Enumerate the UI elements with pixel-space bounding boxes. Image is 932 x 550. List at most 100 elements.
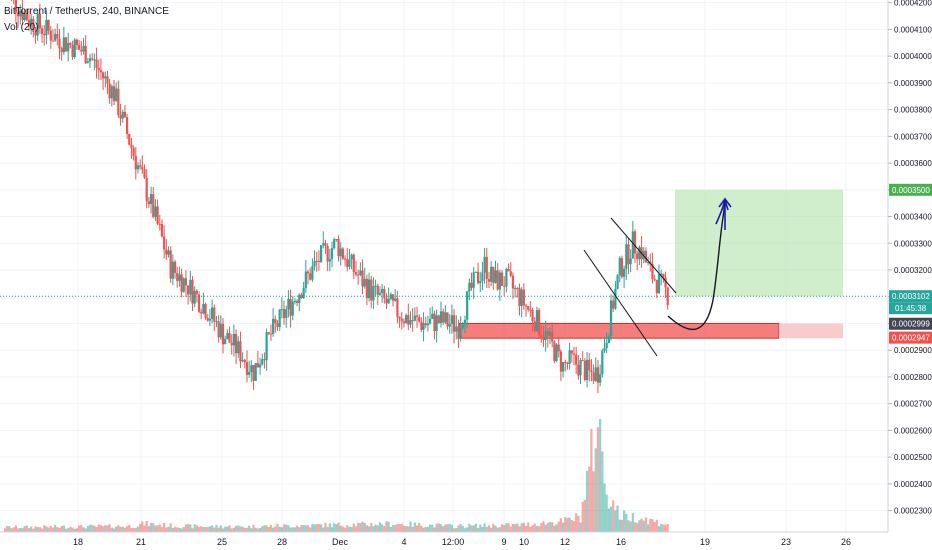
candle-body xyxy=(300,294,303,299)
chart-annotations-front[interactable] xyxy=(0,197,888,357)
volume-bar xyxy=(200,526,203,532)
price-tick-label[interactable]: 0.0003400 xyxy=(894,213,932,222)
candle-body xyxy=(612,300,615,309)
candle-body xyxy=(182,278,185,292)
time-tick-label[interactable]: 23 xyxy=(781,537,791,547)
volume-bar xyxy=(191,528,194,532)
time-tick-label[interactable]: 16 xyxy=(616,537,626,547)
candle-body xyxy=(638,247,641,260)
candle-body xyxy=(139,165,142,167)
candle-body xyxy=(95,59,98,68)
volume-bar xyxy=(254,527,257,532)
volume-bar xyxy=(385,521,388,532)
candle-body xyxy=(363,278,366,287)
price-tick-label[interactable]: 0.0003800 xyxy=(894,106,932,115)
price-tick-label[interactable]: 0.0002600 xyxy=(894,426,932,435)
time-tick-label[interactable]: 21 xyxy=(136,537,146,547)
time-tick-label[interactable]: 26 xyxy=(841,537,851,547)
volume-bar xyxy=(165,527,168,532)
candle-body xyxy=(614,288,617,309)
volume-bar xyxy=(640,518,643,532)
volume-bar xyxy=(25,525,28,532)
volume-bar xyxy=(106,525,109,532)
volume-bar xyxy=(149,522,153,532)
time-tick-label[interactable]: 9 xyxy=(501,537,506,547)
stop-price-label[interactable]: 0.0002947 xyxy=(892,334,930,343)
volume-bar xyxy=(398,524,401,532)
volume-bar xyxy=(269,524,273,532)
volume-bar xyxy=(293,527,297,532)
price-tick-label[interactable]: 0.0002300 xyxy=(894,507,932,516)
candle-body xyxy=(415,315,419,317)
time-tick-label[interactable]: 4 xyxy=(401,537,406,547)
price-tick-label[interactable]: 0.0002400 xyxy=(894,480,932,489)
price-tick-label[interactable]: 0.0003300 xyxy=(894,239,932,248)
volume-bar xyxy=(564,517,567,532)
time-axis[interactable]: 18 21 25 28 Dec 4 12:00 9 10 12 16 19 23 26 xyxy=(0,531,888,547)
candle-body xyxy=(564,362,567,364)
projected-path-curve[interactable] xyxy=(667,204,726,331)
target-price-label[interactable]: 0.0003500 xyxy=(892,186,930,195)
volume-indicator-label[interactable]: Vol (20) xyxy=(4,22,39,33)
volume-bar xyxy=(75,528,79,532)
current-price-label[interactable]: 0.0003102 xyxy=(892,292,930,301)
candle-body xyxy=(588,359,591,371)
volume-bar xyxy=(112,528,116,532)
time-tick-label[interactable]: 12:00 xyxy=(442,537,465,547)
price-tick-label[interactable]: 0.0004000 xyxy=(894,52,932,61)
price-tick-label[interactable]: 0.0003700 xyxy=(894,132,932,141)
channel-upper-line[interactable] xyxy=(610,217,677,294)
candle-body xyxy=(130,144,133,149)
volume-bar xyxy=(437,523,440,532)
time-tick-label[interactable]: 18 xyxy=(73,537,83,547)
candle-body xyxy=(232,334,235,346)
candle-body xyxy=(91,58,94,60)
price-axis[interactable]: 0.0004200 0.0004100 0.0004000 0.0003900 0.00… xyxy=(887,0,932,550)
price-tick-label[interactable]: 0.0003900 xyxy=(894,79,932,88)
candle-body xyxy=(313,260,316,267)
volume-bar xyxy=(468,523,471,532)
entry-price-label[interactable]: 0.0002999 xyxy=(892,320,930,329)
volume-bar xyxy=(154,525,157,532)
candle-body xyxy=(180,274,183,292)
volume-bar xyxy=(418,522,421,532)
time-tick-label[interactable]: 28 xyxy=(277,537,287,547)
symbol-title[interactable]: BitTorrent / TetherUS, 240, BINANCE xyxy=(4,6,169,17)
candle-body xyxy=(21,11,24,20)
price-tick-label[interactable]: 0.0004200 xyxy=(894,0,932,8)
volume-bar xyxy=(163,522,166,532)
time-tick-label[interactable]: 25 xyxy=(217,537,227,547)
candle-body xyxy=(509,271,512,276)
price-tick-label[interactable]: 0.0002900 xyxy=(894,346,932,355)
volume-bar xyxy=(516,523,519,532)
volume-bar xyxy=(78,525,81,532)
volume-bar xyxy=(34,526,37,532)
countdown-label[interactable]: 01:45:38 xyxy=(895,304,927,313)
price-tick-label[interactable]: 0.0002500 xyxy=(894,453,932,462)
volume-bar xyxy=(176,527,179,532)
candle-body xyxy=(200,311,203,314)
volume-bar xyxy=(503,524,506,532)
candle-body xyxy=(156,206,159,224)
candle-body xyxy=(173,261,177,273)
time-tick-label[interactable]: 12 xyxy=(560,537,570,547)
price-tick-label[interactable]: 0.0003200 xyxy=(894,266,932,275)
price-tick-label[interactable]: 0.0003600 xyxy=(894,159,932,168)
price-tick-label[interactable]: 0.0002800 xyxy=(894,373,932,382)
time-tick-label[interactable]: Dec xyxy=(332,537,349,547)
candle-body xyxy=(67,42,70,52)
time-tick-label[interactable]: 19 xyxy=(700,537,710,547)
price-tick-label[interactable]: 0.0002700 xyxy=(894,400,932,409)
volume-bar xyxy=(23,526,26,532)
price-tick-label[interactable]: 0.0004100 xyxy=(894,25,932,34)
projected-path-arrow[interactable] xyxy=(715,199,726,225)
candle-body xyxy=(496,270,499,290)
time-tick-label[interactable]: 10 xyxy=(519,537,529,547)
volume-bar xyxy=(381,524,384,532)
price-axis-background xyxy=(888,0,932,550)
channel-lower-line[interactable] xyxy=(583,249,658,357)
volume-bar xyxy=(616,505,619,532)
candle-body xyxy=(69,42,72,46)
candle-body xyxy=(398,316,401,319)
